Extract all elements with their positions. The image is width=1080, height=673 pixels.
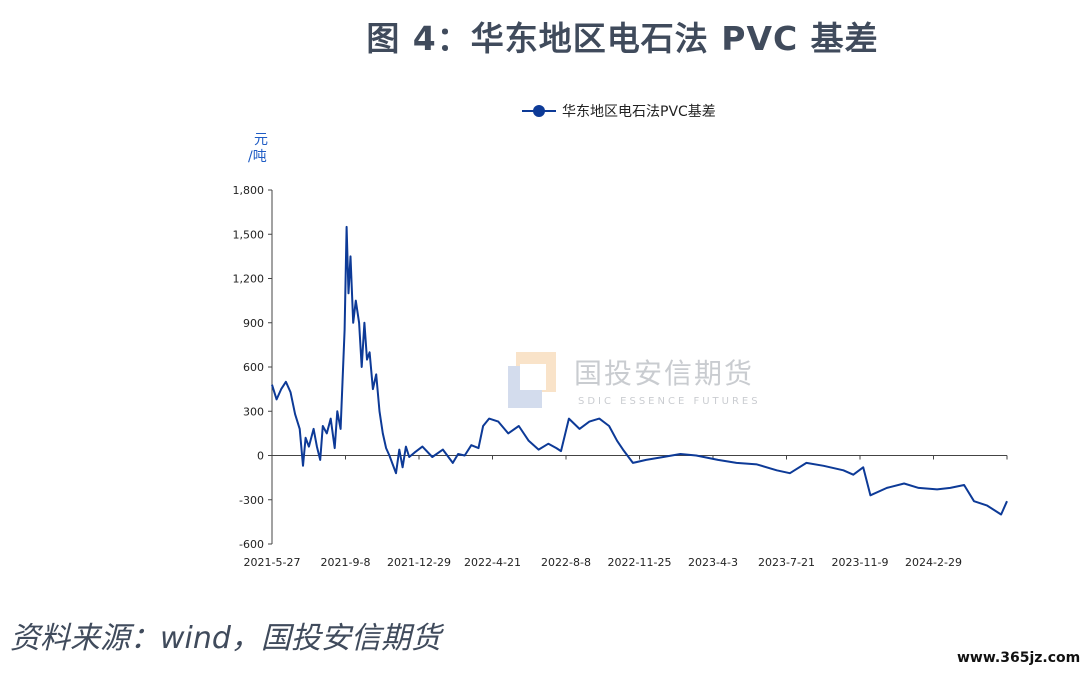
x-tick-label: 2022-4-21 [464, 556, 521, 569]
y-tick-label: -600 [239, 538, 264, 551]
y-tick-label: 900 [243, 317, 264, 330]
page-title: 图 4：华东地区电石法 PVC 基差 [366, 19, 879, 58]
legend-label: 华东地区电石法PVC基差 [562, 104, 716, 120]
y-tick-label: 0 [257, 450, 264, 463]
legend-line-marker-icon [522, 105, 556, 117]
x-tick-label: 2023-4-3 [688, 556, 738, 569]
watermark-text-cn: 国投安信期货 [574, 357, 755, 390]
watermark-logo-icon [508, 352, 558, 408]
x-tick-label: 2023-11-9 [832, 556, 889, 569]
x-tick-label: 2021-9-8 [321, 556, 371, 569]
source-note: 资料来源：wind，国投安信期货 [10, 621, 441, 656]
site-url: www.365jz.com [957, 650, 1080, 666]
y-axis-unit: 元/吨 [248, 132, 268, 166]
y-axis-unit-text: 元/吨 [248, 132, 268, 165]
y-tick-label: 1,200 [233, 273, 265, 286]
x-tick-label: 2022-8-8 [541, 556, 591, 569]
y-tick-label: 300 [243, 405, 264, 418]
watermark-text-en: SDIC ESSENCE FUTURES [578, 396, 761, 407]
y-tick-label: 600 [243, 361, 264, 374]
x-tick-label: 2021-12-29 [387, 556, 451, 569]
y-tick-label: 1,500 [233, 228, 265, 241]
x-tick-label: 2023-7-21 [758, 556, 815, 569]
series-line-basis [271, 225, 1008, 516]
x-tick-label: 2021-5-27 [244, 556, 301, 569]
chart-legend: 华东地区电石法PVC基差 [522, 101, 716, 121]
x-tick-label: 2022-11-25 [608, 556, 672, 569]
y-tick-label: 1,800 [233, 184, 265, 197]
y-tick-label: -300 [239, 494, 264, 507]
x-tick-label: 2024-2-29 [905, 556, 962, 569]
